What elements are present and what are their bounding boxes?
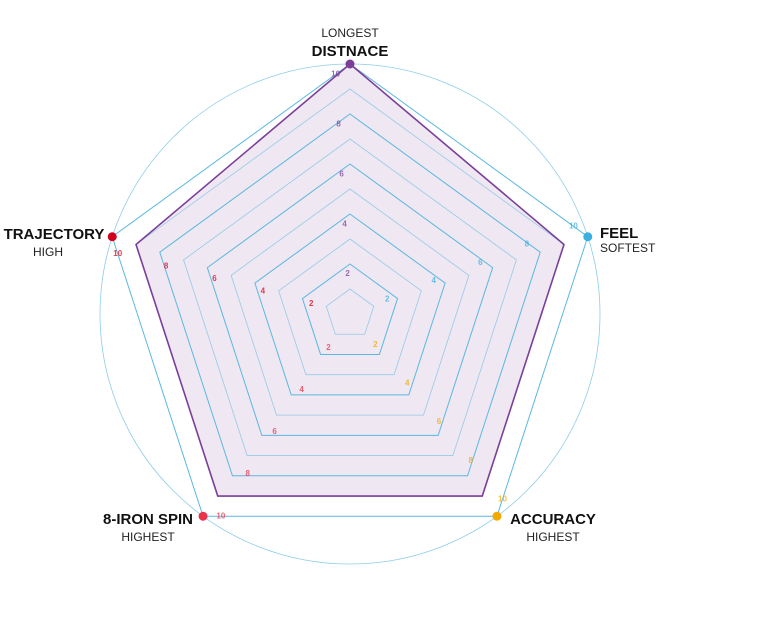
tick-label: 6	[437, 417, 442, 426]
axis-dot	[107, 232, 117, 242]
grid-ring	[206, 163, 494, 436]
axis-note: HIGHEST	[121, 530, 175, 544]
tick-label: 6	[478, 258, 483, 267]
grid-ring	[254, 213, 446, 396]
grid-ring	[301, 263, 399, 355]
tick-label: 4	[405, 379, 410, 388]
tick-label: 10	[216, 511, 225, 520]
axis-name: ACCURACY	[510, 511, 596, 528]
tick-label: 2	[373, 340, 378, 349]
axis-name: FEEL	[600, 225, 638, 242]
axis-name: 8-IRON SPIN	[103, 511, 193, 528]
tick-label: 4	[261, 286, 266, 295]
tick-label: 6	[339, 169, 344, 178]
axis-note: LONGEST	[321, 26, 379, 40]
axis-note: HIGH	[33, 245, 63, 259]
grid-ring	[159, 113, 541, 477]
axis-dot	[198, 511, 208, 521]
tick-label: 10	[569, 221, 578, 230]
tick-label: 10	[498, 494, 507, 503]
tick-label: 4	[432, 276, 437, 285]
axis-dot	[583, 232, 593, 242]
axis-dot	[345, 59, 355, 69]
tick-label: 8	[246, 469, 251, 478]
tick-label: 4	[299, 385, 304, 394]
tick-label: 6	[212, 274, 217, 283]
axis-name: TRAJECTORY	[4, 226, 105, 243]
axis-name: DISTNACE	[312, 43, 389, 60]
grid-ring-minor	[183, 138, 517, 456]
tick-label: 8	[525, 240, 530, 249]
grid-ring-minor	[278, 238, 422, 376]
grid-ring-minor	[230, 188, 470, 416]
axis-dot	[492, 511, 502, 521]
tick-label: 8	[164, 261, 169, 270]
tick-label: 8	[468, 456, 473, 465]
tick-label: 8	[336, 119, 341, 128]
tick-label: 4	[342, 219, 347, 228]
series-fill	[136, 64, 564, 497]
axis-note: SOFTEST	[600, 241, 656, 255]
grid-ring-minor	[325, 288, 375, 335]
tick-label: 6	[272, 427, 277, 436]
tick-label: 2	[345, 269, 350, 278]
axis-note: HIGHEST	[526, 530, 580, 544]
tick-label: 2	[309, 299, 314, 308]
grid-ring	[111, 63, 589, 517]
tick-label: 2	[385, 294, 390, 303]
tick-label: 2	[326, 343, 331, 352]
tick-label: 10	[113, 249, 122, 258]
series-line	[135, 62, 565, 497]
tick-label: 10	[331, 70, 340, 79]
